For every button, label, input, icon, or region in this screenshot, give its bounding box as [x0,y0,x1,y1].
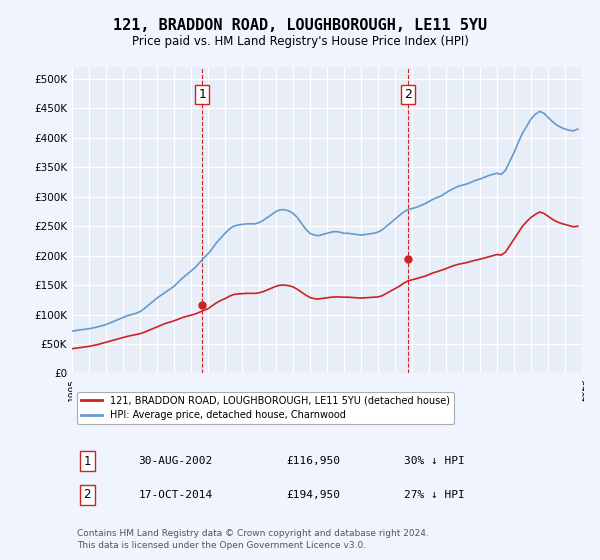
Text: 2: 2 [83,488,91,501]
Text: 2: 2 [404,88,412,101]
Text: 27% ↓ HPI: 27% ↓ HPI [404,490,464,500]
Text: 121, BRADDON ROAD, LOUGHBOROUGH, LE11 5YU: 121, BRADDON ROAD, LOUGHBOROUGH, LE11 5Y… [113,18,487,32]
Text: £194,950: £194,950 [286,490,340,500]
Text: 17-OCT-2014: 17-OCT-2014 [139,490,212,500]
Text: £116,950: £116,950 [286,456,340,466]
Legend: 121, BRADDON ROAD, LOUGHBOROUGH, LE11 5YU (detached house), HPI: Average price, : 121, BRADDON ROAD, LOUGHBOROUGH, LE11 5Y… [77,391,454,424]
Text: Contains HM Land Registry data © Crown copyright and database right 2024.
This d: Contains HM Land Registry data © Crown c… [77,529,429,550]
Text: 30% ↓ HPI: 30% ↓ HPI [404,456,464,466]
Text: 30-AUG-2002: 30-AUG-2002 [139,456,212,466]
Text: Price paid vs. HM Land Registry's House Price Index (HPI): Price paid vs. HM Land Registry's House … [131,35,469,49]
Text: 1: 1 [199,88,206,101]
Text: 1: 1 [83,455,91,468]
